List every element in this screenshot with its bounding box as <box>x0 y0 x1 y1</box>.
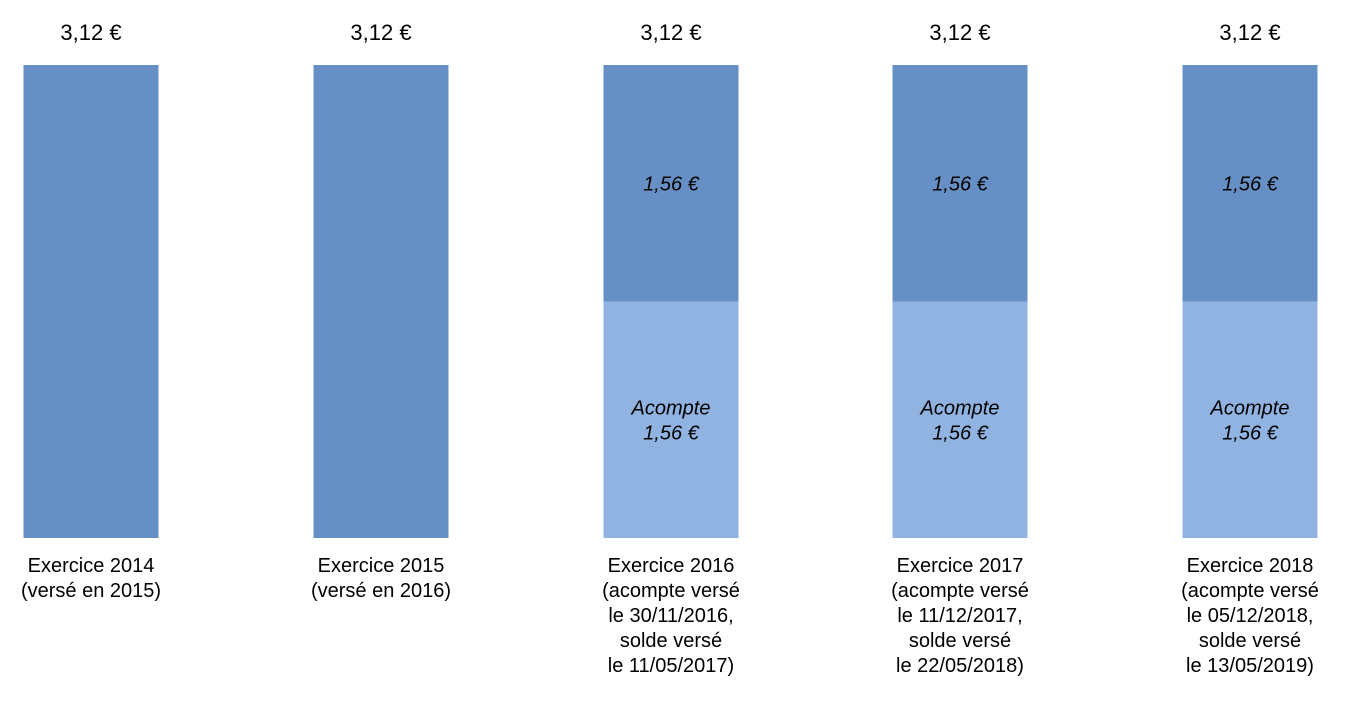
category-label-line: (acompte versé <box>891 580 1029 602</box>
bar-segment-acompte <box>892 301 1028 538</box>
total-labels-group: 3,12 € 3,12 € 3,12 € 3,12 € 3,12 € <box>60 20 1280 45</box>
category-label-line: Exercice 2015 <box>318 555 445 577</box>
category-label-line: solde versé <box>620 630 722 652</box>
bar-segment-solde <box>603 65 739 302</box>
segment-data-label: Acompte <box>1210 397 1290 419</box>
segment-data-label: Acompte <box>631 397 711 419</box>
bar-total-label: 3,12 € <box>640 20 701 45</box>
bar-segment-solde <box>23 65 159 538</box>
category-label-line: (acompte versé <box>602 580 740 602</box>
category-label-line: le 13/05/2019) <box>1186 655 1314 677</box>
category-label-line: le 11/05/2017) <box>608 655 734 677</box>
segment-data-label: 1,56 € <box>1222 173 1278 195</box>
category-label-line: solde versé <box>909 630 1011 652</box>
category-label-line: le 05/12/2018, <box>1187 605 1314 627</box>
bar-segment-acompte <box>603 301 739 538</box>
bar-total-label: 3,12 € <box>60 20 121 45</box>
segment-data-label: 1,56 € <box>932 173 988 195</box>
bar-total-label: 3,12 € <box>1219 20 1280 45</box>
segment-data-label: 1,56 € <box>1222 422 1278 444</box>
category-label-line: (acompte versé <box>1181 580 1319 602</box>
category-label-line: le 22/05/2018) <box>896 655 1024 677</box>
category-label-line: (versé en 2015) <box>21 580 161 602</box>
bar-total-label: 3,12 € <box>350 20 411 45</box>
segment-data-label: 1,56 € <box>932 422 988 444</box>
category-label-line: Exercice 2014 <box>28 555 155 577</box>
bar-segment-acompte <box>1182 301 1318 538</box>
category-label-line: solde versé <box>1199 630 1301 652</box>
bar-total-label: 3,12 € <box>929 20 990 45</box>
bar-segment-solde <box>313 65 449 538</box>
segment-data-label: 1,56 € <box>643 173 699 195</box>
bars-group <box>23 65 1318 538</box>
category-label-line: Exercice 2018 <box>1187 555 1314 577</box>
segment-data-label: Acompte <box>920 397 1000 419</box>
category-label-line: le 30/11/2016, <box>608 605 733 627</box>
category-label-line: le 11/12/2017, <box>897 605 1022 627</box>
category-labels-group: Exercice 2014 (versé en 2015) Exercice 201… <box>21 555 1319 677</box>
category-label-line: Exercice 2016 <box>608 555 735 577</box>
segment-labels-group: Acompte 1,56 € 1,56 € Acompte 1,56 € 1,56 € Ac… <box>631 173 1290 444</box>
bar-segment-solde <box>1182 65 1318 302</box>
category-label-line: Exercice 2017 <box>897 555 1024 577</box>
category-label-line: (versé en 2016) <box>311 580 451 602</box>
bar-segment-solde <box>892 65 1028 302</box>
segment-data-label: 1,56 € <box>643 422 699 444</box>
